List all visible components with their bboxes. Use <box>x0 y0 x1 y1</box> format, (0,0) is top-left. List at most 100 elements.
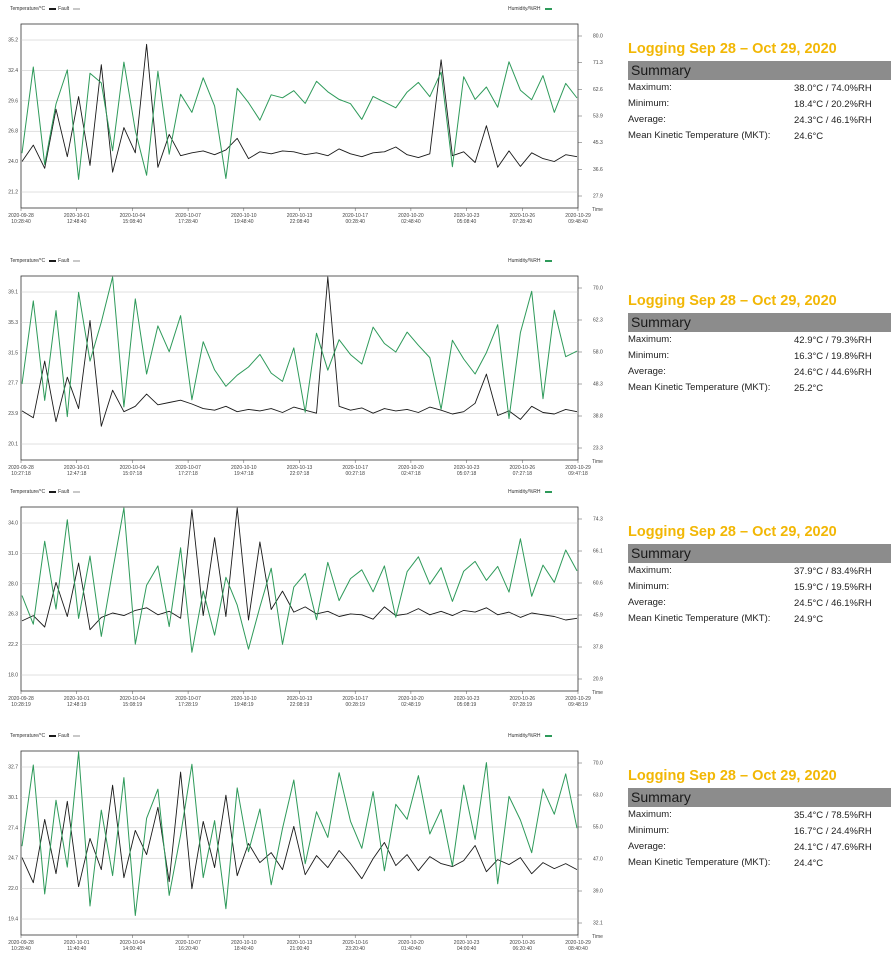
y-right-tick-label: 45.3 <box>593 140 603 146</box>
summary-max-row: Maximum: 38.0°C / 74.0%RH <box>628 80 891 96</box>
x-axis-label: Time <box>592 207 603 213</box>
chart: Temperature/°C Fault Humidity/%RH 20.1 23.9 2… <box>0 258 620 482</box>
summary-avg-row: Average: 24.3°C / 46.1%RH <box>628 112 891 128</box>
x-axis-label: Time <box>592 690 603 696</box>
humidity-series-line <box>21 61 578 180</box>
plot-frame <box>20 275 579 461</box>
plot-frame <box>20 23 579 209</box>
x-tick-label: 2020-10-23 05:08:40 <box>454 213 480 225</box>
x-tick-label: 2020-10-01 12:48:40 <box>64 213 90 225</box>
chart: Temperature/°C Fault Humidity/%RH 18.0 22.2 2… <box>0 489 620 713</box>
legend-humidity-label: Humidity/%RH <box>508 733 541 739</box>
summary-average-value: 24.5°C / 46.1%RH <box>794 598 872 609</box>
x-tick-label: 2020-10-23 04:00:40 <box>454 940 480 952</box>
summary-mkt-label: Mean Kinetic Temperature (MKT): <box>628 382 771 393</box>
summary-maximum-value: 37.9°C / 83.4%RH <box>794 566 872 577</box>
y-right-tick-label: 66.1 <box>593 549 603 555</box>
summary-min-row: Minimum: 15.9°C / 19.5%RH <box>628 579 891 595</box>
legend-fault-label: Fault <box>58 733 70 739</box>
legend-humidity-label: Humidity/%RH <box>508 489 541 495</box>
x-tick-label: 2020-10-10 19:47:18 <box>231 465 257 477</box>
x-tick-label: 2020-10-01 12:48:19 <box>64 696 90 708</box>
plot-frame <box>20 750 579 936</box>
summary-minimum-value: 16.7°C / 24.4%RH <box>794 826 872 837</box>
humidity-series-line <box>21 507 578 653</box>
legend-humidity-label: Humidity/%RH <box>508 6 541 12</box>
x-tick-label: 2020-10-04 15:07:18 <box>120 465 146 477</box>
summary-panel: Logging Sep 28 – Oct 29, 2020 Summary Maxi… <box>628 768 891 881</box>
y-right-tick-label: 71.3 <box>593 60 603 66</box>
legend-fault-swatch <box>73 7 81 10</box>
humidity-series-line <box>21 276 578 420</box>
x-tick-label: 2020-09-28 10:28:40 <box>8 213 34 225</box>
y-right-tick-label: 63.0 <box>593 793 603 799</box>
legend-fault-label: Fault <box>58 6 70 12</box>
summary-average-value: 24.1°C / 47.6%RH <box>794 842 872 853</box>
x-tick-label: 2020-10-20 01:40:40 <box>398 940 424 952</box>
y-right-tick-label: 62.3 <box>593 318 603 324</box>
y-left-tick-label: 34.0 <box>8 521 18 527</box>
legend-humidity-swatch <box>544 490 552 493</box>
x-tick-label: 2020-10-29 08:40:40 <box>565 940 591 952</box>
x-tick-label: 2020-10-29 09:48:19 <box>565 696 591 708</box>
y-left-tick-label: 31.5 <box>8 350 18 356</box>
x-tick-label: 2020-10-29 09:48:40 <box>565 213 591 225</box>
legend-fault-swatch <box>73 734 81 737</box>
logging-title: Logging Sep 28 – Oct 29, 2020 <box>628 41 837 57</box>
summary-mkt-row: Mean Kinetic Temperature (MKT): 25.2°C <box>628 380 891 406</box>
y-left-tick-label: 29.6 <box>8 98 18 104</box>
summary-average-label: Average: <box>628 597 666 608</box>
summary-mkt-label: Mean Kinetic Temperature (MKT): <box>628 613 771 624</box>
y-left-tick-label: 22.2 <box>8 642 18 648</box>
summary-header: Summary <box>628 788 891 807</box>
legend-humidity-swatch <box>544 7 552 10</box>
x-tick-label: 2020-10-20 02:47:18 <box>398 465 424 477</box>
summary-panel: Logging Sep 28 – Oct 29, 2020 Summary Maxi… <box>628 293 891 406</box>
x-tick-label: 2020-10-07 17:28:40 <box>175 213 201 225</box>
y-right-tick-label: 38.8 <box>593 414 603 420</box>
y-right-tick-label: 45.9 <box>593 613 603 619</box>
legend-fault-swatch <box>73 490 81 493</box>
legend-right: Humidity/%RH <box>508 258 554 264</box>
summary-max-row: Maximum: 42.9°C / 79.3%RH <box>628 332 891 348</box>
chart-svg: 18.0 22.2 26.3 28.0 31.0 34.0 20.9 37.8 45.9 60.6… <box>8 506 603 708</box>
x-tick-label: 2020-10-07 17:28:19 <box>175 696 201 708</box>
summary-average-label: Average: <box>628 114 666 125</box>
y-left-tick-label: 35.2 <box>8 38 18 44</box>
x-tick-label: 2020-09-28 10:28:40 <box>8 940 34 952</box>
y-left-tick-label: 35.3 <box>8 320 18 326</box>
x-tick-label: 2020-10-04 15:08:40 <box>120 213 146 225</box>
summary-header: Summary <box>628 544 891 563</box>
report-panel: Temperature/°C Fault Humidity/%RH 21.2 24.0 2… <box>0 6 891 250</box>
y-right-tick-label: 48.3 <box>593 382 603 388</box>
y-right-tick-label: 23.3 <box>593 446 603 452</box>
y-right-tick-label: 36.6 <box>593 167 603 173</box>
x-tick-label: 2020-09-28 10:27:18 <box>8 465 34 477</box>
y-right-tick-label: 53.9 <box>593 114 603 120</box>
summary-header: Summary <box>628 61 891 80</box>
x-tick-label: 2020-10-26 07:28:40 <box>510 213 536 225</box>
chart-svg: 19.4 22.0 24.7 27.4 30.1 32.7 32.1 39.0 47.0 55.0… <box>8 750 603 952</box>
temperature-series-line <box>21 276 578 427</box>
summary-maximum-value: 38.0°C / 74.0%RH <box>794 83 872 94</box>
summary-min-row: Minimum: 16.3°C / 19.8%RH <box>628 348 891 364</box>
x-tick-label: 2020-10-20 02:48:19 <box>398 696 424 708</box>
summary-mkt-row: Mean Kinetic Temperature (MKT): 24.9°C <box>628 611 891 637</box>
summary-max-row: Maximum: 35.4°C / 78.5%RH <box>628 807 891 823</box>
x-tick-label: 2020-10-17 00:28:40 <box>342 213 368 225</box>
summary-maximum-value: 35.4°C / 78.5%RH <box>794 810 872 821</box>
y-left-tick-label: 28.0 <box>8 581 18 587</box>
summary-mkt-label: Mean Kinetic Temperature (MKT): <box>628 857 771 868</box>
summary-mkt-value: 24.9°C <box>794 614 824 625</box>
summary-maximum-value: 42.9°C / 79.3%RH <box>794 335 872 346</box>
legend-humidity-swatch <box>544 259 552 262</box>
summary-maximum-label: Maximum: <box>628 82 672 93</box>
x-tick-label: 2020-09-28 10:28:19 <box>8 696 34 708</box>
y-right-tick-label: 55.0 <box>593 825 603 831</box>
summary-mkt-label: Mean Kinetic Temperature (MKT): <box>628 130 771 141</box>
y-left-tick-label: 27.4 <box>8 825 18 831</box>
legend-left: Temperature/°C Fault <box>10 6 82 12</box>
logging-title: Logging Sep 28 – Oct 29, 2020 <box>628 524 837 540</box>
chart: Temperature/°C Fault Humidity/%RH 19.4 22.0 2… <box>0 733 620 957</box>
legend-right: Humidity/%RH <box>508 6 554 12</box>
